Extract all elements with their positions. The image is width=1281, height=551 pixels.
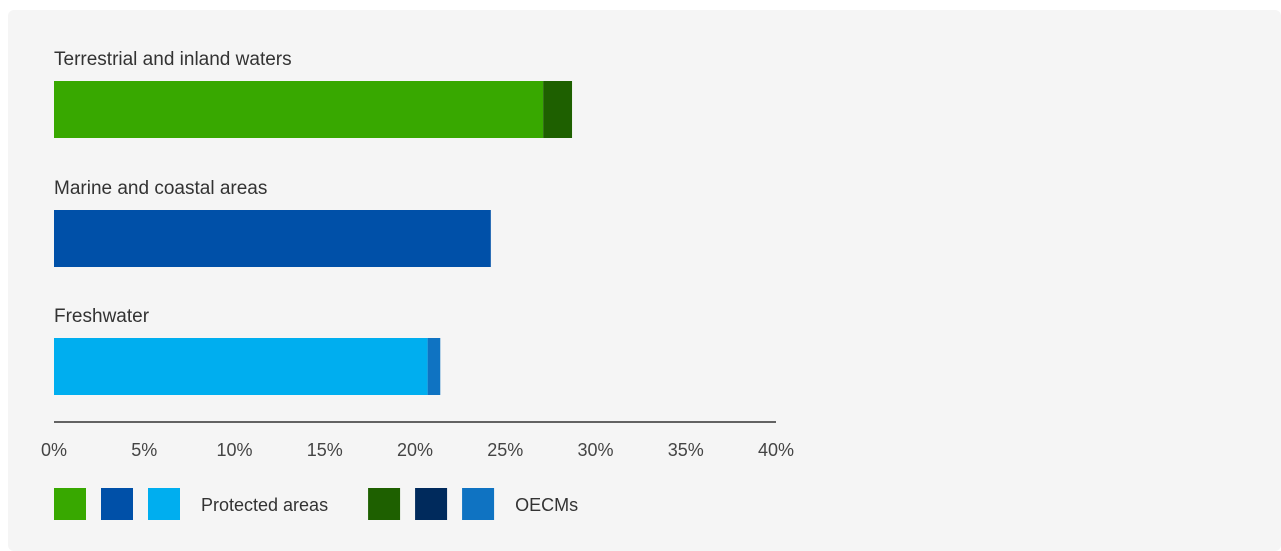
bars-layer: Terrestrial and inland waters Marine and …	[54, 49, 573, 395]
bar-marine-and-coastal-areas-protected-areas	[54, 210, 491, 267]
x-tick-label-30: 30%	[577, 440, 613, 460]
x-tick-label-10: 10%	[216, 440, 252, 460]
bar-freshwater-protected-areas	[54, 338, 428, 395]
chart-card: Terrestrial and inland waters Marine and …	[8, 10, 1281, 551]
bar-terrestrial-and-inland-waters-protected-areas	[54, 81, 544, 138]
category-label-freshwater: Freshwater	[54, 306, 150, 327]
legend-swatch-oecms-2	[415, 488, 448, 520]
protected-area-coverage-chart: Terrestrial and inland waters Marine and …	[41, 49, 794, 520]
legend-swatch-protected-areas-3	[148, 488, 180, 520]
x-tick-label-15: 15%	[307, 440, 343, 460]
x-tick-label-40: 40%	[758, 440, 794, 460]
bar-terrestrial-and-inland-waters-oecms	[543, 81, 573, 138]
legend-swatch-protected-areas-2	[101, 488, 133, 520]
category-label-marine-and-coastal-areas: Marine and coastal areas	[54, 178, 267, 199]
x-tick-label-0: 0%	[41, 440, 67, 460]
legend-label-protected-areas: Protected areas	[201, 495, 328, 515]
x-axis-ticks: 0% 5% 10% 15% 20% 25% 30% 35% 40%	[41, 440, 794, 460]
legend-swatch-oecms-3	[462, 488, 495, 520]
category-label-terrestrial-and-inland-waters: Terrestrial and inland waters	[54, 49, 292, 70]
legend-swatch-oecms-1	[368, 488, 401, 520]
x-tick-label-35: 35%	[668, 440, 704, 460]
legend-swatch-protected-areas-1	[54, 488, 86, 520]
x-tick-label-5: 5%	[131, 440, 157, 460]
legend: Protected areas OECMs	[54, 488, 578, 520]
bar-freshwater-oecms	[427, 338, 441, 395]
x-tick-label-20: 20%	[397, 440, 433, 460]
legend-label-oecms: OECMs	[515, 495, 578, 515]
x-tick-label-25: 25%	[487, 440, 523, 460]
